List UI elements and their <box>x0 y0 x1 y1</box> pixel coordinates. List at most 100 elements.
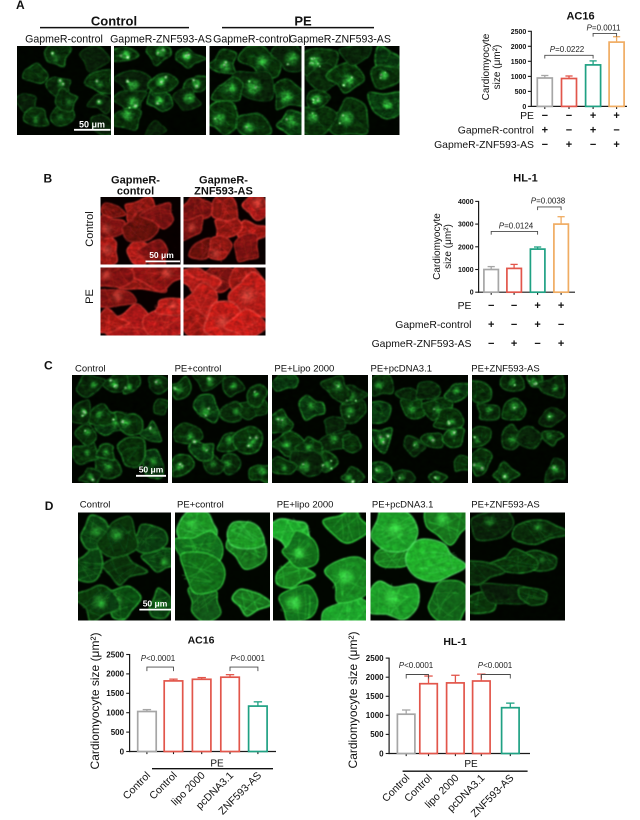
svg-text:PE+lipo 2000: PE+lipo 2000 <box>277 500 334 511</box>
svg-text:GapmeR-control: GapmeR-control <box>213 34 291 46</box>
svg-text:control: control <box>117 186 154 198</box>
svg-text:−: − <box>542 139 548 151</box>
svg-text:P=0.0124: P=0.0124 <box>499 221 534 230</box>
svg-text:Cardiomyocyte size (μm²): Cardiomyocyte size (μm²) <box>88 633 102 770</box>
svg-text:PE: PE <box>520 111 534 122</box>
svg-text:0: 0 <box>470 290 474 297</box>
svg-text:P<0.0001: P<0.0001 <box>478 661 513 670</box>
svg-text:size (μm²): size (μm²) <box>492 45 503 90</box>
svg-text:2000: 2000 <box>458 244 474 251</box>
svg-text:+: + <box>534 300 540 312</box>
svg-text:+: + <box>511 338 517 350</box>
svg-text:2500: 2500 <box>511 29 527 36</box>
svg-text:PE+pcDNA3.1: PE+pcDNA3.1 <box>372 500 434 511</box>
svg-text:P=0.0038: P=0.0038 <box>531 197 566 206</box>
svg-text:−: − <box>566 110 572 122</box>
svg-text:−: − <box>534 338 540 350</box>
svg-text:C: C <box>44 359 53 373</box>
svg-text:+: + <box>590 125 596 137</box>
svg-text:ZNF593-AS: ZNF593-AS <box>194 186 253 198</box>
svg-text:1500: 1500 <box>366 692 384 701</box>
svg-text:Control: Control <box>91 14 137 29</box>
svg-text:+: + <box>558 338 564 350</box>
svg-text:GapmeR-: GapmeR- <box>111 175 160 187</box>
svg-text:−: − <box>488 300 494 312</box>
svg-text:PE+Lipo 2000: PE+Lipo 2000 <box>274 364 334 375</box>
svg-text:PE+control: PE+control <box>177 500 224 511</box>
svg-text:−: − <box>542 110 548 122</box>
svg-text:A: A <box>16 0 25 12</box>
svg-text:GapmeR-control: GapmeR-control <box>25 34 103 46</box>
svg-text:PE: PE <box>210 759 224 770</box>
svg-text:1000: 1000 <box>366 711 384 720</box>
svg-text:Cardiomyocyte size (μm²): Cardiomyocyte size (μm²) <box>346 632 360 769</box>
svg-text:4000: 4000 <box>458 199 474 206</box>
svg-text:P=0.0222: P=0.0222 <box>550 45 585 54</box>
svg-text:1000: 1000 <box>511 74 527 81</box>
svg-text:+: + <box>590 110 596 122</box>
svg-text:PE: PE <box>458 301 472 312</box>
svg-text:2500: 2500 <box>106 650 124 659</box>
svg-text:−: − <box>590 139 596 151</box>
svg-text:−: − <box>566 125 572 137</box>
svg-text:PE: PE <box>84 289 96 304</box>
svg-text:+: + <box>534 319 540 331</box>
svg-text:HL-1: HL-1 <box>513 173 537 185</box>
svg-text:PE: PE <box>294 14 312 29</box>
svg-text:Control: Control <box>75 364 106 375</box>
svg-text:Cardiomyocyte: Cardiomyocyte <box>481 33 492 100</box>
svg-text:AC16: AC16 <box>188 635 215 647</box>
svg-text:PE+pcDNA3.1: PE+pcDNA3.1 <box>371 364 433 375</box>
svg-text:GapmeR-ZNF593-AS: GapmeR-ZNF593-AS <box>289 34 391 46</box>
svg-text:0: 0 <box>379 749 384 758</box>
svg-text:PE+ZNF593-AS: PE+ZNF593-AS <box>471 364 539 375</box>
svg-text:−: − <box>558 319 564 331</box>
svg-text:GapmeR-: GapmeR- <box>199 175 248 187</box>
svg-text:50 μm: 50 μm <box>79 120 105 130</box>
svg-text:500: 500 <box>370 730 384 739</box>
svg-text:GapmeR-control: GapmeR-control <box>395 320 471 331</box>
svg-text:P<0.0001: P<0.0001 <box>399 661 434 670</box>
svg-text:2000: 2000 <box>366 673 384 682</box>
svg-text:−: − <box>613 125 619 137</box>
svg-text:500: 500 <box>111 728 125 737</box>
svg-text:PE+control: PE+control <box>175 364 222 375</box>
svg-text:−: − <box>511 300 517 312</box>
svg-text:1500: 1500 <box>106 689 124 698</box>
svg-text:2500: 2500 <box>366 654 384 663</box>
svg-text:0: 0 <box>522 104 526 111</box>
svg-text:B: B <box>44 172 53 186</box>
svg-text:50 μm: 50 μm <box>149 250 174 260</box>
svg-text:50 μm: 50 μm <box>143 599 168 609</box>
svg-text:−: − <box>488 338 494 350</box>
svg-text:0: 0 <box>120 747 125 756</box>
svg-text:P<0.0001: P<0.0001 <box>141 654 176 663</box>
svg-text:GapmeR-ZNF593-AS: GapmeR-ZNF593-AS <box>110 34 212 46</box>
svg-text:PE: PE <box>464 759 478 770</box>
svg-text:+: + <box>542 125 548 137</box>
svg-text:GapmeR-ZNF593-AS: GapmeR-ZNF593-AS <box>434 140 534 151</box>
svg-text:+: + <box>488 319 494 331</box>
svg-text:−: − <box>511 319 517 331</box>
svg-text:GapmeR-ZNF593-AS: GapmeR-ZNF593-AS <box>372 339 472 350</box>
svg-text:HL-1: HL-1 <box>443 636 466 648</box>
svg-text:Control: Control <box>80 500 111 511</box>
svg-text:+: + <box>613 110 619 122</box>
svg-text:size (μm²): size (μm²) <box>443 224 454 269</box>
svg-text:+: + <box>558 300 564 312</box>
svg-text:Cardiomyocyte: Cardiomyocyte <box>432 213 443 280</box>
svg-text:50 μm: 50 μm <box>139 465 164 475</box>
svg-text:PE+ZNF593-AS: PE+ZNF593-AS <box>471 500 539 511</box>
svg-text:1000: 1000 <box>106 709 124 718</box>
svg-text:500: 500 <box>515 89 527 96</box>
svg-text:Control: Control <box>84 211 96 246</box>
svg-text:AC16: AC16 <box>566 11 594 23</box>
svg-text:+: + <box>566 139 572 151</box>
svg-text:1500: 1500 <box>511 59 527 66</box>
svg-text:2000: 2000 <box>511 44 527 51</box>
svg-text:D: D <box>45 499 54 513</box>
svg-text:P=0.0011: P=0.0011 <box>587 23 621 32</box>
svg-text:GapmeR-control: GapmeR-control <box>458 126 534 137</box>
svg-text:2000: 2000 <box>106 670 124 679</box>
svg-text:P<0.0001: P<0.0001 <box>230 654 265 663</box>
